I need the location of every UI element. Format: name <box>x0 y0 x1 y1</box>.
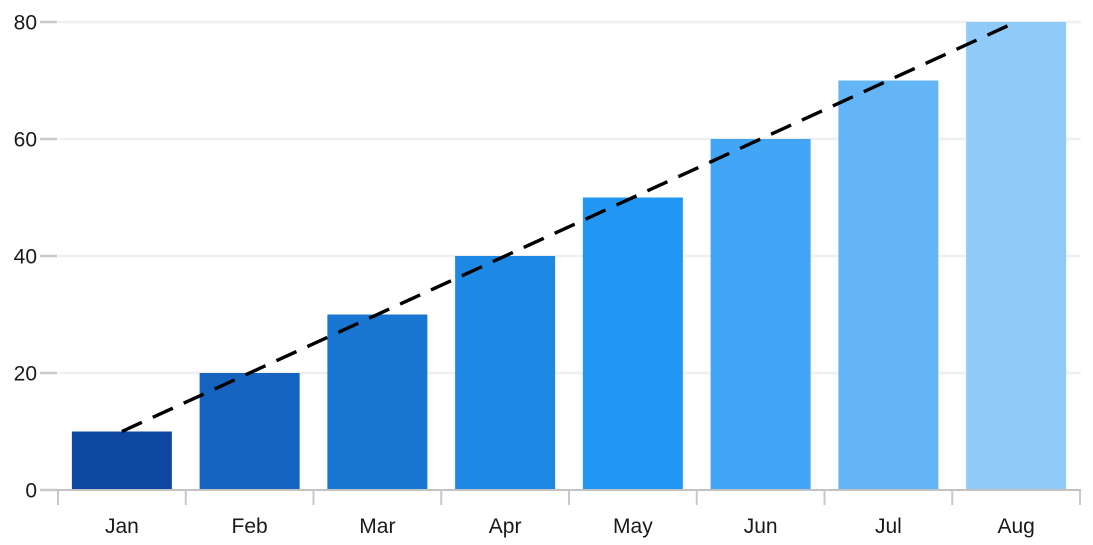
y-axis-label: 40 <box>14 246 37 269</box>
bar-jun[interactable] <box>710 139 811 490</box>
y-axis-label: 0 <box>25 480 37 503</box>
y-axis-label: 60 <box>14 129 37 152</box>
x-axis-label-mar: Mar <box>359 515 395 538</box>
bar-jan[interactable] <box>71 431 172 491</box>
bar-may[interactable] <box>582 197 683 491</box>
x-axis-label-feb: Feb <box>232 515 268 538</box>
bar-jul[interactable] <box>838 80 939 491</box>
x-axis-label-jul: Jul <box>875 515 902 538</box>
trend-line <box>121 20 1017 434</box>
y-axis-label: 80 <box>14 12 37 35</box>
bar-mar[interactable] <box>327 314 428 491</box>
x-axis-label-may: May <box>613 515 653 538</box>
bar-apr[interactable] <box>455 256 556 490</box>
bar-aug[interactable] <box>966 22 1067 490</box>
y-axis-label: 20 <box>14 363 37 386</box>
x-axis-label-jun: Jun <box>744 515 778 538</box>
x-axis-label-aug: Aug <box>997 515 1034 538</box>
x-axis-label-jan: Jan <box>105 515 139 538</box>
bar-feb[interactable] <box>199 373 300 490</box>
x-axis-label-apr: Apr <box>489 515 522 538</box>
